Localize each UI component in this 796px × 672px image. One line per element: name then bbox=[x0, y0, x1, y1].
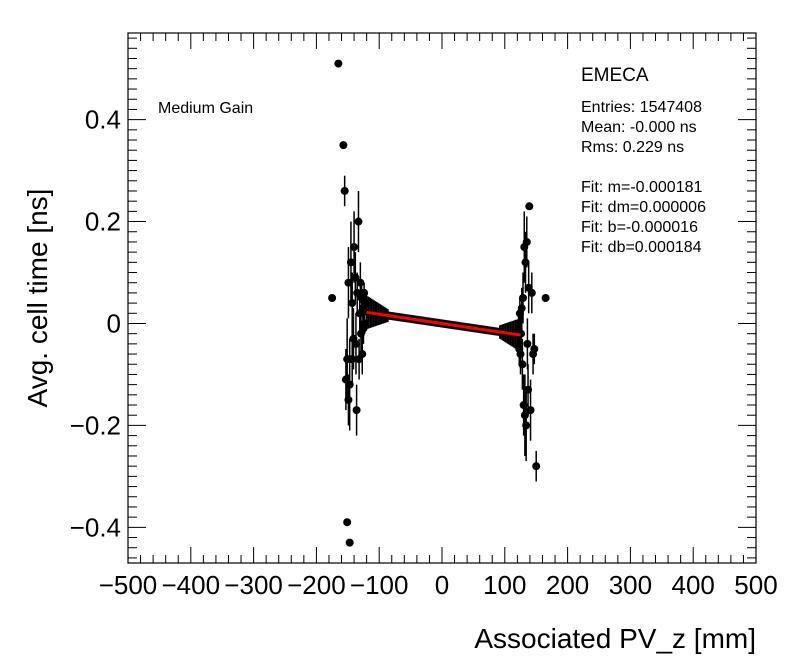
data-point bbox=[356, 278, 365, 287]
x-tick-labels: −500 −400 −300 −200 −100 0 100 200 300 400 500 bbox=[99, 570, 778, 600]
stat-line: Entries: 1547408 bbox=[581, 99, 702, 116]
y-tick-label: −0.4 bbox=[70, 512, 121, 542]
data-point bbox=[351, 273, 360, 282]
data-point bbox=[350, 243, 359, 252]
data-point bbox=[343, 518, 352, 527]
x-axis-title: Associated PV_z [mm] bbox=[474, 623, 756, 654]
data-point bbox=[516, 350, 525, 359]
annotation-medium-gain: Medium Gain bbox=[158, 100, 253, 117]
stat-line: Mean: -0.000 ns bbox=[581, 119, 697, 136]
data-point bbox=[346, 258, 355, 267]
data-point bbox=[345, 380, 354, 389]
stat-line: Fit: db=0.000184 bbox=[581, 239, 702, 256]
data-point bbox=[520, 411, 529, 420]
data-point bbox=[541, 294, 550, 302]
data-point bbox=[522, 421, 531, 430]
x-tick-label: 500 bbox=[734, 570, 777, 600]
data-point bbox=[527, 288, 536, 297]
data-point bbox=[344, 395, 353, 404]
axis-ticks bbox=[127, 33, 757, 563]
data-point bbox=[523, 339, 532, 348]
stat-line: Rms: 0.229 ns bbox=[581, 139, 684, 156]
y-tick-label: 0.4 bbox=[85, 105, 121, 135]
data-point bbox=[348, 299, 357, 308]
data-point bbox=[524, 385, 533, 394]
data-point bbox=[532, 462, 541, 471]
stat-line: Fit: dm=0.000006 bbox=[581, 199, 706, 216]
data-point bbox=[340, 186, 349, 195]
data-point bbox=[348, 355, 357, 364]
data-points bbox=[328, 59, 550, 547]
y-tick-labels: −0.4 −0.2 0 0.2 0.4 bbox=[70, 105, 121, 543]
data-point bbox=[352, 406, 361, 415]
x-tick-label: −400 bbox=[162, 570, 221, 600]
data-point bbox=[345, 538, 354, 547]
data-point bbox=[361, 299, 370, 308]
x-tick-label: 300 bbox=[609, 570, 652, 600]
data-point bbox=[526, 406, 535, 415]
data-point bbox=[351, 339, 360, 348]
x-tick-label: 400 bbox=[672, 570, 715, 600]
fit-line bbox=[366, 310, 521, 337]
data-point bbox=[360, 319, 369, 328]
x-tick-label: −300 bbox=[224, 570, 283, 600]
data-point bbox=[519, 294, 528, 302]
stat-line: Fit: b=-0.000016 bbox=[581, 219, 698, 236]
data-point bbox=[530, 344, 539, 353]
x-tick-label: −500 bbox=[99, 570, 158, 600]
data-point bbox=[519, 401, 528, 410]
x-tick-label: 100 bbox=[483, 570, 526, 600]
data-point bbox=[518, 360, 527, 369]
data-point bbox=[328, 294, 337, 302]
x-tick-label: −100 bbox=[350, 570, 409, 600]
data-point bbox=[344, 278, 353, 287]
data-point bbox=[360, 288, 369, 297]
x-tick-label: −200 bbox=[287, 570, 346, 600]
data-point bbox=[354, 217, 363, 226]
data-point bbox=[358, 350, 367, 359]
data-point bbox=[521, 258, 530, 267]
data-point bbox=[517, 304, 526, 313]
stat-line: Fit: m=-0.000181 bbox=[581, 179, 703, 196]
y-tick-label: 0 bbox=[107, 308, 121, 338]
stats-box: Entries: 1547408 Mean: -0.000 ns Rms: 0.22… bbox=[581, 99, 706, 256]
data-point bbox=[339, 141, 348, 150]
y-axis-title: Avg. cell time [ns] bbox=[22, 189, 53, 408]
chart-title: EMECA bbox=[581, 65, 649, 86]
data-point bbox=[525, 202, 534, 211]
y-tick-label: 0.2 bbox=[85, 207, 121, 237]
x-tick-label: 0 bbox=[435, 570, 449, 600]
data-point bbox=[334, 59, 343, 68]
y-tick-label: −0.2 bbox=[70, 410, 121, 440]
data-point bbox=[522, 237, 531, 246]
x-tick-label: 200 bbox=[546, 570, 589, 600]
